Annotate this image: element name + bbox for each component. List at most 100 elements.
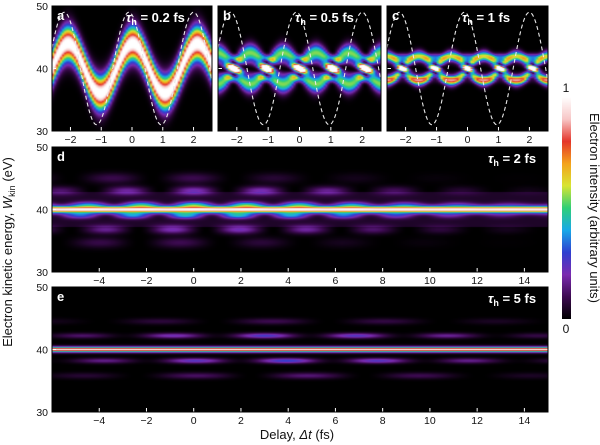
panel-title: τh = 2 fs: [488, 151, 536, 168]
x-tick-label: 8: [380, 415, 386, 427]
panel-title-symbol: τ: [462, 10, 468, 25]
x-tick-label: −1: [262, 134, 274, 146]
panel-letter: c: [392, 8, 399, 23]
colorbar: 1 0 Electron intensity (arbitrary units): [562, 81, 600, 336]
field-curve: [217, 11, 382, 126]
colorbar-label: Electron intensity (arbitrary units): [587, 113, 600, 303]
panel-title: τh = 0.2 fs: [126, 10, 185, 27]
panel-letter: b: [223, 8, 231, 23]
x-tick-label: −4: [93, 275, 105, 287]
colorbar-max-label: 1: [563, 81, 570, 95]
y-tick-label: 40: [36, 64, 48, 76]
x-tick-label: 0: [191, 275, 197, 287]
x-tick-label: 14: [519, 415, 531, 427]
x-tick-label: −2: [140, 415, 152, 427]
y-tick-label: 40: [36, 205, 48, 217]
y-axis-label-text: Electron kinetic energy,: [0, 209, 15, 347]
x-axis-label-symbol: Δt: [298, 427, 313, 442]
x-axis-label-unit: (fs): [312, 427, 334, 442]
x-tick-label: 10: [424, 275, 436, 287]
panel-title-subscript: h: [467, 17, 473, 27]
x-tick-label: −2: [64, 134, 76, 146]
panel-title-subscript: h: [493, 298, 499, 308]
y-tick-label: 50: [36, 282, 48, 294]
panel-title-value: = 0.2 fs: [137, 10, 185, 25]
panel-letter: e: [57, 289, 64, 304]
panel-c: −2 −1 0 1 2 c τh = 1 fs: [386, 5, 549, 146]
y-tick-label: 50: [36, 1, 48, 13]
panel-title-value: = 5 fs: [499, 291, 536, 306]
y-axis-label-subscript: kin: [7, 185, 17, 197]
x-tick-label: 1: [160, 134, 166, 146]
x-tick-label: 1: [496, 134, 502, 146]
y-tick-label: 30: [36, 407, 48, 419]
y-tick-label: 50: [36, 142, 48, 154]
y-tick-label: 40: [36, 345, 48, 357]
x-tick-label: 2: [238, 275, 244, 287]
x-tick-label: 4: [285, 275, 291, 287]
x-tick-label: 12: [471, 415, 483, 427]
panel-b: −2 −1 0 1 2 b τh = 0.5 fs: [217, 5, 382, 146]
panel-d: −4 −2 0 2 4 6 8 10 12 14 30 40 50 d τh = 2 fs: [36, 142, 549, 287]
panel-frame: [217, 5, 382, 132]
colorbar-bar: [562, 97, 571, 319]
x-tick-label: 2: [527, 134, 533, 146]
y-tick-label: 30: [36, 126, 48, 138]
x-tick-label: 0: [465, 134, 471, 146]
y-axis-label-symbol: W: [0, 195, 15, 209]
x-tick-label: 2: [191, 134, 197, 146]
x-tick-label: 8: [380, 275, 386, 287]
heatmap-image: [52, 287, 548, 412]
x-tick-label: −4: [93, 415, 105, 427]
field-curve: [386, 11, 549, 126]
panel-title-subscript: h: [493, 158, 499, 168]
panel-a: −2 −1 0 1 2 30 40 50 a τh = 0.2 fs: [36, 1, 213, 146]
x-tick-label: −1: [431, 134, 443, 146]
panel-e: −4 −2 0 2 4 6 8 10 12 14 30 40 50 e τh = 5 fs: [36, 282, 549, 427]
x-tick-label: 1: [328, 134, 334, 146]
x-tick-label: 0: [297, 134, 303, 146]
panel-title-value: = 2 fs: [499, 151, 536, 166]
x-tick-label: 0: [191, 415, 197, 427]
panel-title-symbol: τ: [126, 10, 132, 25]
x-axis-label-text: Delay,: [260, 427, 300, 442]
panel-frame: [51, 286, 549, 413]
y-axis-label: Electron kinetic energy, Wkin (eV): [0, 157, 17, 347]
panel-title-symbol: τ: [295, 10, 301, 25]
x-tick-label: 2: [238, 415, 244, 427]
x-tick-label: 4: [285, 415, 291, 427]
panel-title-value: = 0.5 fs: [306, 10, 354, 25]
heatmap-image: [218, 6, 381, 131]
field-curve: [51, 11, 213, 126]
panel-letter: d: [57, 149, 65, 164]
x-tick-label: 0: [129, 134, 135, 146]
panel-title-subscript: h: [131, 17, 137, 27]
x-tick-label: 14: [519, 275, 531, 287]
panel-frame: [51, 146, 549, 273]
x-tick-label: 6: [333, 275, 339, 287]
colorbar-min-label: 0: [563, 322, 570, 336]
panel-title-value: = 1 fs: [473, 10, 510, 25]
panel-title: τh = 1 fs: [462, 10, 510, 27]
y-axis-label-unit: (eV): [0, 157, 15, 185]
heatmap-image: [387, 6, 548, 131]
panel-title-subscript: h: [300, 17, 306, 27]
x-tick-label: −1: [95, 134, 107, 146]
x-tick-label: −2: [140, 275, 152, 287]
panel-title-symbol: τ: [488, 151, 494, 166]
x-tick-label: 6: [333, 415, 339, 427]
panel-letter: a: [57, 8, 65, 23]
x-tick-label: 10: [424, 415, 436, 427]
panel-frame: [51, 5, 213, 132]
x-tick-label: 12: [471, 275, 483, 287]
x-tick-label: −2: [400, 134, 412, 146]
panel-title: τh = 5 fs: [488, 291, 536, 308]
x-tick-label: 2: [359, 134, 365, 146]
heatmap-image: [52, 6, 212, 131]
y-tick-label: 30: [36, 267, 48, 279]
panel-frame: [386, 5, 549, 132]
panel-title-symbol: τ: [488, 291, 494, 306]
heatmap-image: [52, 147, 548, 272]
